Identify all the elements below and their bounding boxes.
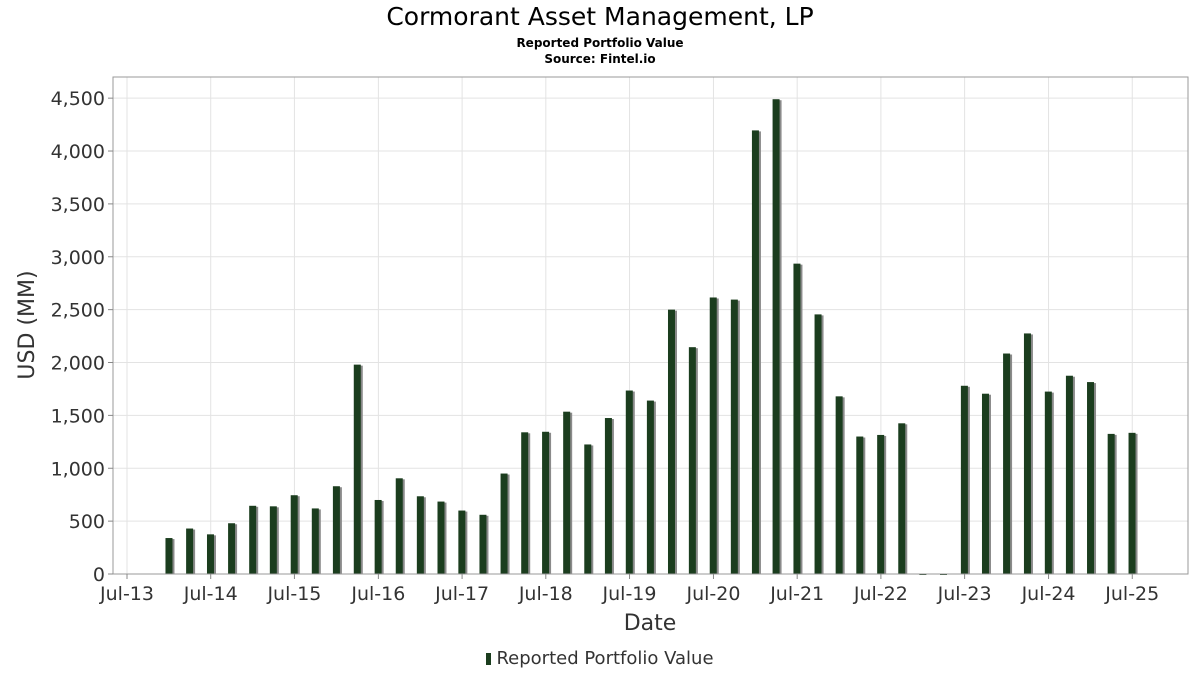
x-tick-label: Jul-18 [518, 583, 573, 605]
chart-title: Cormorant Asset Management, LP [386, 2, 814, 31]
bar [772, 99, 780, 574]
bar [269, 506, 277, 574]
bar [1003, 353, 1011, 574]
bar [625, 390, 633, 574]
x-axis: Jul-13 Jul-14 Jul-15 Jul-16 Jul-17 Jul-18 Jul-… [99, 574, 1159, 605]
bar [877, 434, 885, 574]
bar [604, 418, 612, 574]
bar [479, 514, 487, 574]
bar [667, 309, 675, 574]
bar [960, 385, 968, 574]
x-tick-label: Jul-17 [434, 583, 489, 605]
bar [688, 347, 696, 574]
y-tick-label: 2,500 [51, 300, 105, 322]
x-tick-label: Jul-13 [99, 583, 154, 605]
x-tick-label: Jul-23 [937, 583, 992, 605]
bar [1044, 391, 1052, 574]
y-axis-label: USD (MM) [15, 270, 40, 379]
bar [206, 534, 214, 574]
bar [981, 393, 989, 574]
bar [1065, 375, 1073, 574]
y-tick-label: 3,500 [51, 194, 105, 216]
x-tick-label: Jul-19 [602, 583, 657, 605]
bar [332, 486, 340, 574]
y-tick-label: 2,000 [51, 353, 105, 375]
bar [165, 538, 173, 574]
x-tick-label: Jul-25 [1104, 583, 1159, 605]
bar [249, 505, 257, 574]
x-axis-label: Date [624, 611, 677, 636]
y-tick-label: 0 [93, 564, 105, 586]
bar [793, 263, 801, 574]
bar [437, 501, 445, 574]
chart-subtitle: Reported Portfolio Value [516, 36, 684, 50]
bar [584, 444, 592, 574]
bar [542, 431, 550, 574]
plot-frame [112, 76, 1189, 575]
bar [709, 297, 717, 574]
y-tick-label: 4,000 [51, 141, 105, 163]
bar [898, 423, 906, 574]
bar [1087, 382, 1095, 574]
y-tick-label: 3,000 [51, 247, 105, 269]
x-tick-label: Jul-21 [769, 583, 824, 605]
legend: Reported Portfolio Value [0, 648, 1200, 669]
bar [500, 473, 508, 574]
bar [730, 299, 738, 574]
bar [416, 496, 424, 574]
legend-label: Reported Portfolio Value [496, 648, 714, 669]
bar [835, 396, 843, 574]
x-tick-label: Jul-15 [266, 583, 321, 605]
y-tick-label: 1,500 [51, 405, 105, 427]
bar [374, 499, 382, 574]
y-axis: 0 500 1,000 1,500 2,000 2,500 3,000 3,500 4,000 4… [51, 88, 113, 586]
x-tick-label: Jul-20 [685, 583, 740, 605]
bars [165, 99, 1138, 575]
y-tick-label: 4,500 [51, 88, 105, 110]
y-tick-label: 500 [69, 511, 105, 533]
x-tick-label: Jul-14 [183, 583, 238, 605]
bar [646, 400, 654, 574]
bar [458, 510, 466, 574]
x-tick-label: Jul-22 [853, 583, 908, 605]
bar [311, 508, 319, 574]
bar [856, 436, 864, 574]
bar [1023, 333, 1031, 574]
bar [521, 432, 529, 574]
bar [563, 411, 571, 574]
bar [1128, 432, 1136, 574]
legend-swatch [486, 653, 492, 665]
bar [186, 528, 194, 574]
x-tick-label: Jul-16 [350, 583, 405, 605]
y-tick-label: 1,000 [51, 458, 105, 480]
bar [228, 523, 236, 574]
bar [814, 314, 822, 574]
bar [290, 495, 298, 574]
x-tick-label: Jul-24 [1021, 583, 1076, 605]
chart-source: Source: Fintel.io [544, 52, 656, 66]
bar [353, 364, 361, 574]
bar [395, 478, 403, 574]
bar [751, 130, 759, 574]
bar [1107, 433, 1115, 574]
